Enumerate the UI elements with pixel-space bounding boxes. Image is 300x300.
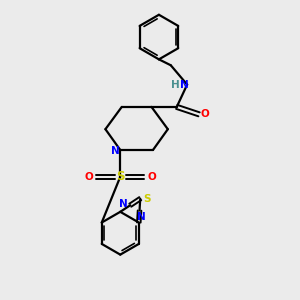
Text: S: S [143,194,151,204]
Text: N: N [136,212,146,222]
Text: N: N [111,146,120,156]
Text: N: N [119,199,128,209]
Text: S: S [116,170,124,183]
Text: O: O [201,109,209,119]
Text: H: H [172,80,180,90]
Text: O: O [147,172,156,182]
Text: O: O [85,172,93,182]
Text: N: N [180,80,189,90]
